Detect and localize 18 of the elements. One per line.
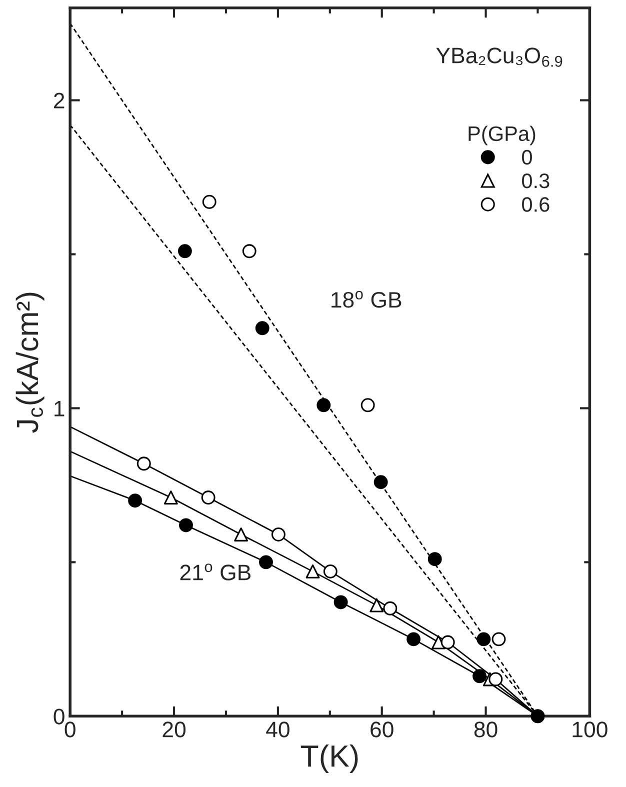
y-tick-label: 2 [54, 92, 64, 108]
annotation: 18$^{o}$ GB [332, 290, 402, 308]
legend-label: 0.3 [522, 174, 550, 188]
annotation: 21$^{o}$ GB [180, 564, 250, 580]
x-tick-label: 60 [370, 722, 394, 738]
y-tick-label: 0 [54, 708, 64, 724]
legend-label: 0.6 [522, 197, 550, 212]
x-tick-label: 80 [474, 722, 498, 738]
x-tick-label: 20 [162, 722, 186, 738]
legend-title: P(GPa) [468, 126, 536, 146]
x-axis-title: T(K) [300, 744, 358, 773]
annotation: YBa₂Cu₃O$_{6.9}$ [436, 48, 562, 67]
x-tick-label: 100 [572, 722, 608, 738]
x-tick-label: 0 [64, 722, 76, 738]
y-tick-label: 1 [54, 400, 64, 416]
legend-label: 0 [522, 150, 532, 165]
x-tick-label: 40 [266, 722, 290, 738]
y-axis-title: J$_{c}$(kA/cm²) [16, 292, 44, 433]
